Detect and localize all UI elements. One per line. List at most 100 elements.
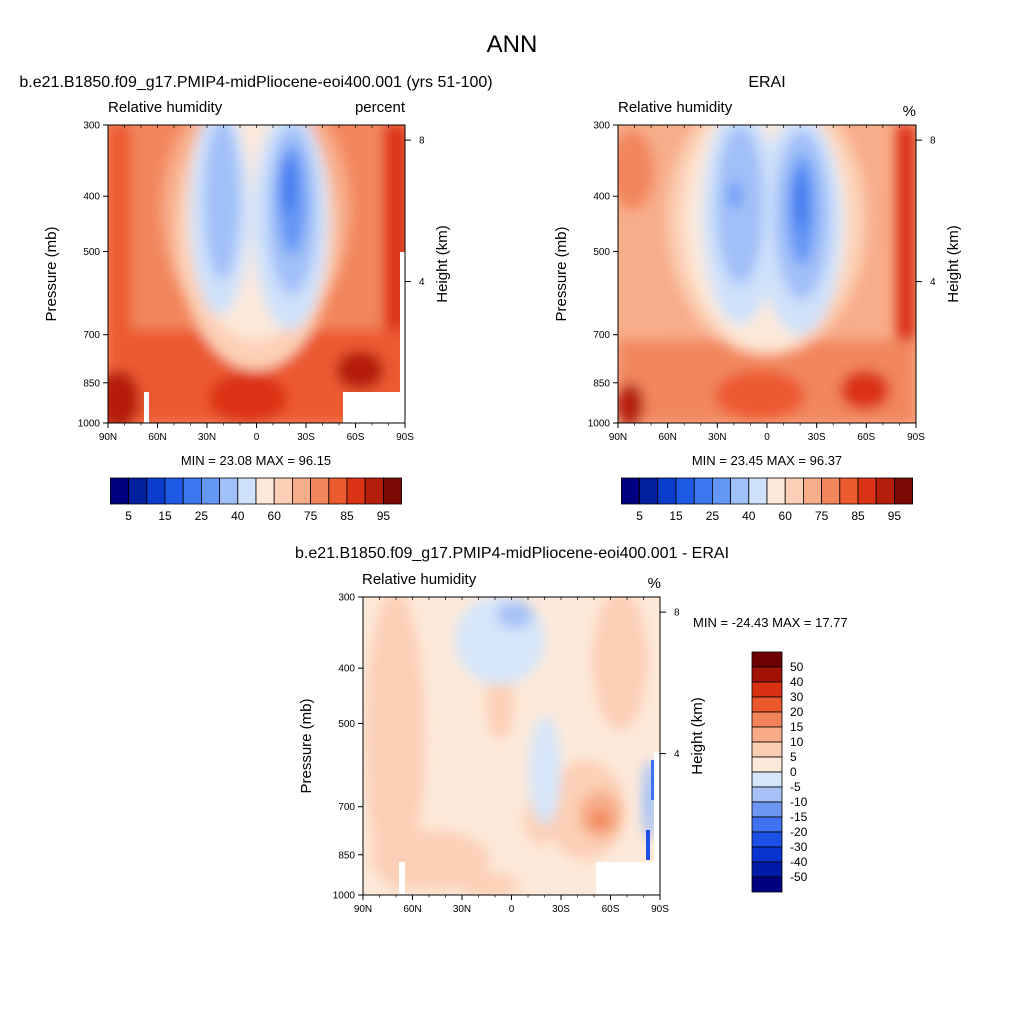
colorbar-swatch [693, 477, 713, 505]
colorbar-swatch [875, 477, 895, 505]
colorbar-label: 10 [790, 735, 804, 749]
colorbar-label: 40 [742, 509, 756, 523]
colorbar-swatch [639, 477, 659, 505]
x-tick-label: 30N [708, 432, 726, 443]
colorbar-swatch [255, 477, 275, 505]
colorbar-label: 5 [790, 750, 797, 764]
contour-field [108, 125, 405, 423]
contour-field [363, 597, 660, 895]
colorbar-swatch [751, 726, 783, 743]
colorbar-label: 95 [888, 509, 902, 523]
axes: 90N 60N 30N 0 30S 60S 90S 300 400 500 700 850 1000 Pr… [298, 593, 706, 916]
variable-label: Relative humidity [618, 99, 733, 116]
colorbar-swatch [751, 681, 783, 698]
colorbar-label: 40 [231, 509, 245, 523]
x-tick-label: 60S [347, 432, 365, 443]
y-tick-label: 300 [593, 121, 610, 132]
colorbar-swatch [200, 477, 220, 505]
colorbar-label: -50 [790, 870, 808, 884]
y-tick-label: 500 [593, 247, 610, 258]
x-tick-label: 0 [509, 904, 515, 915]
x-tick-label: 60N [403, 904, 421, 915]
colorbar-swatch [182, 477, 202, 505]
colorbar-label: 25 [706, 509, 720, 523]
units-label: % [903, 103, 916, 120]
units-label: percent [355, 99, 406, 116]
y2-tick-label: 4 [674, 749, 680, 760]
y-tick-label: 850 [83, 378, 100, 389]
x-tick-label: 90N [609, 432, 627, 443]
y-tick-label: 850 [593, 378, 610, 389]
colorbar-swatch [364, 477, 384, 505]
colorbar-swatch [328, 477, 348, 505]
colorbar-label: 85 [340, 509, 354, 523]
panel-erai: ERAI Relative humidity % [553, 74, 962, 523]
y-tick-label: 400 [338, 664, 355, 675]
colorbar-swatch [219, 477, 239, 505]
min-max-text: MIN = -24.43 MAX = 17.77 [693, 615, 848, 630]
y-tick-label: 400 [593, 192, 610, 203]
x-tick-label: 90S [907, 432, 925, 443]
y-tick-label: 500 [83, 247, 100, 258]
units-label: % [648, 575, 661, 592]
y-tick-label: 1000 [333, 891, 356, 902]
colorbar-swatch [164, 477, 184, 505]
colorbar-label: -30 [790, 840, 808, 854]
y2-tick-label: 8 [930, 136, 936, 147]
colorbar-swatch [748, 477, 768, 505]
y2-tick-label: 8 [419, 136, 425, 147]
y-axis-label: Pressure (mb) [298, 698, 315, 793]
panel-difference: b.e21.B1850.f09_g17.PMIP4-midPliocene-eo… [295, 545, 848, 915]
colorbar-label: -20 [790, 825, 808, 839]
colorbar-swatch [751, 741, 783, 758]
panel-title: ERAI [748, 74, 785, 91]
colorbar-swatch [273, 477, 293, 505]
y-tick-label: 400 [83, 192, 100, 203]
y2-axis-label: Height (km) [434, 225, 451, 303]
x-tick-label: 30N [198, 432, 216, 443]
colorbar-label: 0 [790, 765, 797, 779]
x-tick-label: 60S [857, 432, 875, 443]
contour-field [618, 125, 916, 423]
colorbar-label: 75 [304, 509, 318, 523]
y2-axis-label: Height (km) [689, 697, 706, 775]
x-tick-label: 90N [99, 432, 117, 443]
colorbar-swatch [751, 666, 783, 683]
colorbar-swatch [766, 477, 786, 505]
y-tick-label: 300 [338, 593, 355, 604]
colorbar-swatch [751, 696, 783, 713]
y-axis-label: Pressure (mb) [553, 226, 570, 321]
x-tick-label: 30N [453, 904, 471, 915]
colorbar-swatch [751, 846, 783, 863]
variable-label: Relative humidity [362, 571, 477, 588]
colorbar-swatch [128, 477, 148, 505]
variable-label: Relative humidity [108, 99, 223, 116]
colorbar-swatch [146, 477, 166, 505]
y2-axis-label: Height (km) [945, 225, 962, 303]
colorbar: 5 15 25 40 60 75 85 95 [110, 477, 402, 523]
panel-title: b.e21.B1850.f09_g17.PMIP4-midPliocene-eo… [19, 74, 492, 91]
colorbar-label: 30 [790, 690, 804, 704]
x-tick-label: 30S [552, 904, 570, 915]
colorbar-label: 5 [125, 509, 132, 523]
colorbar: 5 15 25 40 60 75 85 95 [621, 477, 914, 523]
colorbar-label: 85 [851, 509, 865, 523]
x-tick-label: 0 [254, 432, 260, 443]
colorbar-swatch [751, 786, 783, 803]
panel-model: b.e21.B1850.f09_g17.PMIP4-midPliocene-eo… [19, 74, 492, 523]
y2-tick-label: 8 [674, 608, 680, 619]
x-tick-label: 90N [354, 904, 372, 915]
x-tick-label: 30S [297, 432, 315, 443]
axes: 90N 60N 30N 0 30S 60S 90S 300 400 500 700 850 1000 Pr… [43, 121, 451, 444]
colorbar-swatch [751, 771, 783, 788]
y-tick-label: 700 [83, 330, 100, 341]
y-tick-label: 1000 [78, 419, 101, 430]
y-tick-label: 1000 [588, 419, 611, 430]
colorbar-swatch [751, 756, 783, 773]
colorbar-swatch [751, 651, 783, 668]
y-tick-label: 850 [338, 850, 355, 861]
colorbar-label: 50 [790, 660, 804, 674]
colorbar-swatch [237, 477, 257, 505]
x-tick-label: 60N [658, 432, 676, 443]
